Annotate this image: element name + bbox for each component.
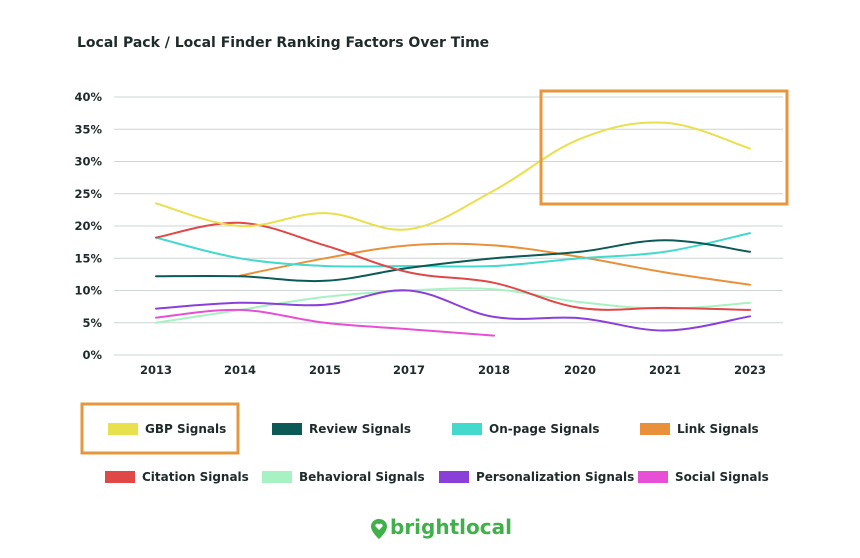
brand-logo: brightlocal	[371, 515, 512, 539]
x-tick-label: 2021	[649, 363, 681, 377]
legend-swatch-citation-signals	[105, 471, 135, 483]
legend-label-behavioral-signals: Behavioral Signals	[299, 470, 425, 484]
x-tick-label: 2014	[224, 363, 256, 377]
x-tick-label: 2017	[393, 363, 425, 377]
chart-title: Local Pack / Local Finder Ranking Factor…	[77, 35, 489, 51]
highlight-box	[539, 89, 789, 206]
legend-swatch-personalization-signals	[439, 471, 469, 483]
series-line-citation-signals	[155, 221, 751, 311]
legend-highlight-box	[80, 402, 240, 455]
legend-swatch-review-signals	[272, 423, 302, 435]
y-tick-label: 15%	[74, 251, 102, 265]
y-tick-label: 40%	[74, 90, 102, 104]
legend-swatch-gbp-signals	[108, 423, 138, 435]
x-tick-label: 2015	[309, 363, 341, 377]
heart-icon	[375, 523, 383, 530]
legend-swatch-link-signals	[640, 423, 670, 435]
y-axis-ticks: 0% 5% 10% 15% 20% 25% 30% 35% 40%	[74, 90, 102, 362]
grid-lines	[114, 96, 783, 356]
legend-swatch-behavioral-signals	[262, 471, 292, 483]
series-line-social-signals	[155, 308, 495, 337]
y-tick-label: 25%	[74, 187, 102, 201]
legend-label-social-signals: Social Signals	[675, 470, 769, 484]
x-tick-label: 2023	[734, 363, 766, 377]
y-tick-label: 10%	[74, 284, 102, 298]
series-line-gbp-signals	[155, 121, 751, 231]
legend-label-citation-signals: Citation Signals	[142, 470, 249, 484]
legend-swatch-social-signals	[638, 471, 668, 483]
y-tick-label: 20%	[74, 219, 102, 233]
x-tick-label: 2018	[478, 363, 510, 377]
series-line-personalization-signals	[155, 289, 751, 332]
y-tick-label: 0%	[82, 348, 102, 362]
brand-name: brightlocal	[390, 515, 512, 539]
series-line-behavioral-signals	[155, 287, 751, 324]
y-tick-label: 30%	[74, 155, 102, 169]
legend-swatch-on-page-signals	[452, 423, 482, 435]
y-tick-label: 5%	[82, 316, 102, 330]
series-line-review-signals	[155, 239, 751, 283]
series-line-link-signals	[239, 242, 751, 286]
legend: GBP Signals Review Signals On-page Signals…	[80, 402, 769, 484]
x-tick-label: 2020	[564, 363, 596, 377]
x-tick-label: 2013	[140, 363, 172, 377]
x-axis-ticks: 2013 2014 2015 2017 2018 2020 2021 2023	[140, 363, 766, 377]
legend-label-gbp-signals: GBP Signals	[145, 422, 226, 436]
legend-label-personalization-signals: Personalization Signals	[476, 470, 634, 484]
highlight-box-group	[539, 89, 789, 206]
series-line-on-page-signals	[155, 232, 751, 268]
legend-label-review-signals: Review Signals	[309, 422, 411, 436]
y-tick-label: 35%	[74, 122, 102, 136]
legend-label-link-signals: Link Signals	[677, 422, 759, 436]
legend-label-on-page-signals: On-page Signals	[489, 422, 600, 436]
series-lines	[155, 121, 751, 337]
